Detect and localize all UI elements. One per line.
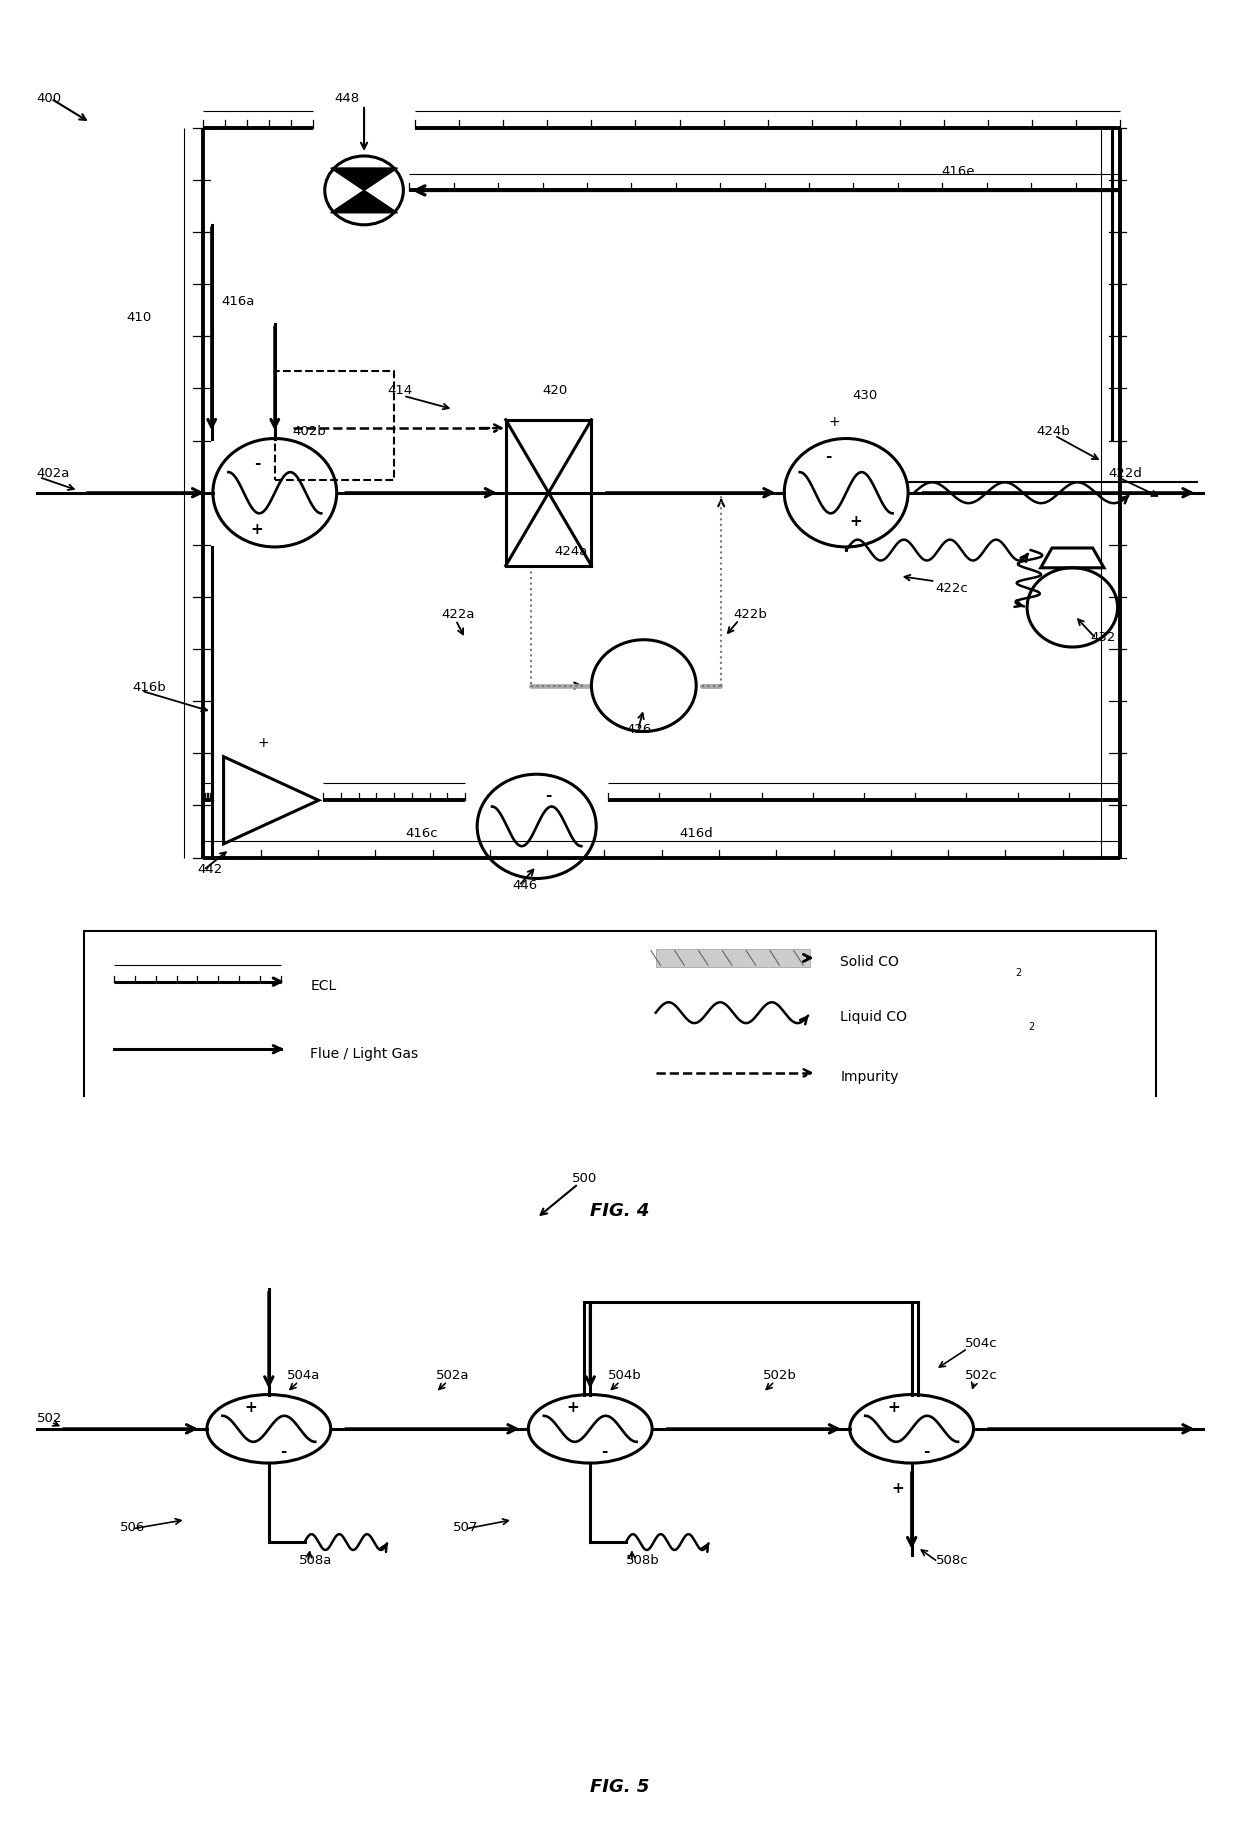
- Text: FIG. 5: FIG. 5: [590, 1778, 650, 1796]
- Polygon shape: [331, 168, 398, 190]
- Text: 424a: 424a: [554, 545, 588, 558]
- Text: 508b: 508b: [626, 1555, 660, 1567]
- Text: 442: 442: [197, 863, 223, 876]
- Text: 448: 448: [335, 91, 360, 104]
- Bar: [656, 949, 811, 968]
- Text: 502c: 502c: [965, 1370, 998, 1383]
- Text: 422d: 422d: [1109, 466, 1142, 479]
- Text: ECL: ECL: [310, 979, 337, 993]
- Text: 504c: 504c: [965, 1337, 998, 1350]
- Text: 420: 420: [543, 384, 568, 397]
- Text: 400: 400: [37, 91, 62, 104]
- Text: 508a: 508a: [299, 1555, 332, 1567]
- Text: -: -: [601, 1445, 608, 1460]
- Text: 2: 2: [1028, 1022, 1034, 1032]
- Text: 2: 2: [1016, 968, 1022, 979]
- Text: +: +: [244, 1401, 258, 1416]
- Text: +: +: [257, 735, 269, 750]
- Text: 422a: 422a: [441, 607, 475, 620]
- Text: 402b: 402b: [293, 426, 326, 439]
- Text: +: +: [250, 521, 263, 536]
- Text: 426: 426: [626, 722, 651, 735]
- Text: Solid CO: Solid CO: [841, 955, 899, 969]
- Polygon shape: [331, 190, 398, 212]
- Text: 410: 410: [126, 311, 151, 324]
- Text: 424b: 424b: [1037, 426, 1070, 439]
- Text: FIG. 4: FIG. 4: [590, 1202, 650, 1220]
- Text: -: -: [825, 448, 832, 465]
- Text: -: -: [923, 1445, 929, 1460]
- Bar: [506, 421, 591, 565]
- Text: -: -: [254, 455, 260, 472]
- Text: 502b: 502b: [763, 1370, 797, 1383]
- Text: +: +: [849, 514, 862, 529]
- Text: +: +: [888, 1401, 900, 1416]
- Text: 416d: 416d: [680, 827, 713, 840]
- Text: 446: 446: [513, 880, 538, 893]
- Text: Flue / Light Gas: Flue / Light Gas: [310, 1046, 419, 1061]
- Text: 416a: 416a: [221, 294, 254, 307]
- Text: +: +: [892, 1480, 904, 1496]
- Text: -: -: [546, 788, 552, 803]
- Text: 402a: 402a: [37, 466, 71, 479]
- Text: 430: 430: [852, 390, 878, 402]
- Text: 422b: 422b: [733, 607, 768, 620]
- Text: Liquid CO: Liquid CO: [841, 1010, 908, 1024]
- Text: 502a: 502a: [435, 1370, 469, 1383]
- Text: 507: 507: [454, 1522, 479, 1535]
- Text: 414: 414: [388, 384, 413, 397]
- Text: 502: 502: [37, 1412, 62, 1425]
- Text: 416e: 416e: [941, 165, 975, 177]
- Text: 508c: 508c: [935, 1555, 968, 1567]
- Text: 416c: 416c: [405, 827, 439, 840]
- Bar: [275, 371, 394, 481]
- Text: -: -: [280, 1445, 286, 1460]
- Text: 500: 500: [573, 1172, 598, 1185]
- Text: +: +: [828, 415, 839, 428]
- Text: +: +: [565, 1401, 579, 1416]
- Text: 506: 506: [120, 1522, 145, 1535]
- Text: Impurity: Impurity: [841, 1070, 899, 1085]
- Text: 504a: 504a: [286, 1370, 320, 1383]
- Text: 504b: 504b: [608, 1370, 642, 1383]
- Text: 432: 432: [1090, 631, 1116, 644]
- Text: 416b: 416b: [131, 680, 166, 693]
- Text: 422c: 422c: [935, 582, 968, 594]
- Bar: [84, 931, 1156, 1114]
